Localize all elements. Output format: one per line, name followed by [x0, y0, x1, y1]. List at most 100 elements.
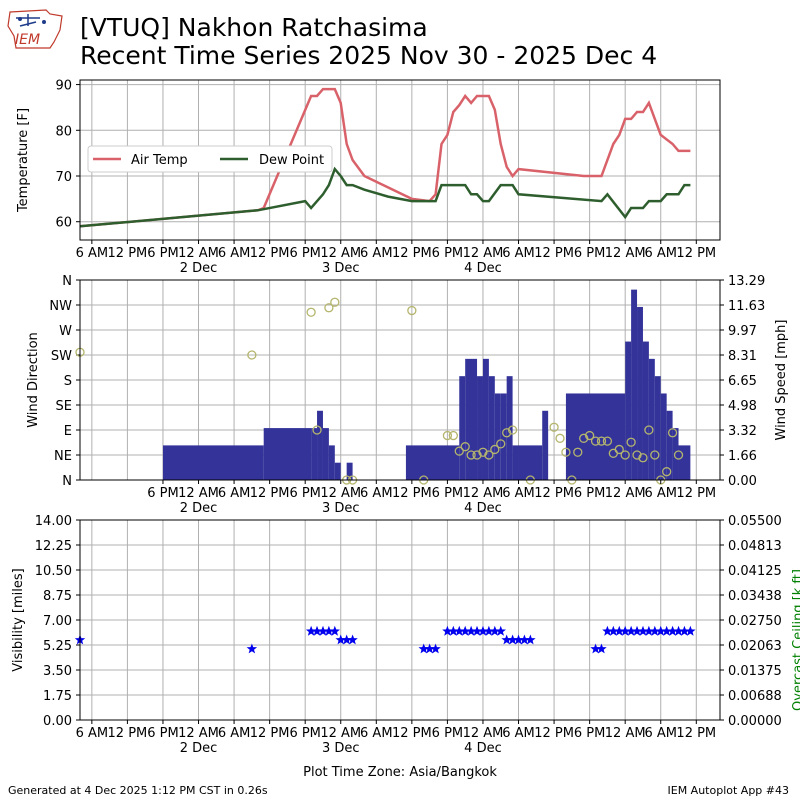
wind-direction-point: [662, 467, 672, 477]
x-tick-label: 6 AM: [218, 486, 251, 501]
visibility-star: [460, 625, 471, 636]
wind-direction-point: [324, 303, 334, 313]
x-date-label: 3 Dec: [322, 261, 360, 276]
wind-direction-tick-label: SE: [56, 399, 72, 414]
visibility-star: [454, 625, 465, 636]
wind-speed-bar: [317, 410, 323, 480]
visibility-star: [442, 625, 453, 636]
x-tick-label: 6 PM: [432, 246, 463, 261]
ceiling-tick-label: 0.03438: [728, 589, 782, 604]
visibility-star: [625, 625, 637, 636]
wind-direction-point: [555, 433, 565, 443]
wind-speed-bar: [672, 428, 679, 480]
visibility-tick-label: 8.75: [43, 589, 72, 604]
x-tick-label: 12 AM: [605, 726, 646, 741]
wind-direction-tick-label: W: [59, 324, 72, 339]
visibility-axis-label: Visibility [miles]: [11, 568, 26, 671]
x-tick-label: 6 AM: [644, 726, 677, 741]
wind-direction-point: [484, 450, 494, 460]
ceiling-tick-label: 0.04813: [728, 539, 782, 554]
x-tick-label: 12 PM: [392, 486, 432, 501]
wind-speed-bar: [518, 445, 543, 480]
visibility-star: [661, 625, 672, 636]
visibility-star: [335, 634, 346, 645]
legend-box: [87, 145, 333, 173]
x-tick-label: 12 PM: [534, 726, 574, 741]
x-tick-label: 6 PM: [147, 246, 178, 261]
wind-direction-point: [478, 447, 488, 457]
x-date-label: 4 Dec: [464, 501, 502, 516]
wind-direction-point: [549, 422, 559, 432]
wind-direction-point: [573, 447, 583, 457]
visibility-star: [448, 625, 459, 636]
ceiling-tick-label: 0.02063: [728, 639, 782, 654]
generated-note: Generated at 4 Dec 2025 1:12 PM CST in 0…: [8, 784, 268, 797]
temperature-legend: Air Temp Dew Point: [87, 145, 333, 173]
x-tick-label: 6 PM: [289, 726, 320, 741]
visibility-star: [614, 625, 625, 636]
x-tick-label: 6 PM: [432, 486, 463, 501]
iem-logo: IEM: [6, 6, 66, 52]
visibility-star: [637, 625, 649, 636]
x-tick-label: 6 AM: [502, 246, 535, 261]
wind-speed-bar: [542, 410, 549, 480]
wind-direction-tick-label: NE: [54, 449, 72, 464]
x-tick-label: 6 AM: [360, 246, 393, 261]
wind-speed-bar: [678, 445, 691, 480]
wind-speed-tick-label: 9.97: [728, 324, 757, 339]
wind-speed-bar: [494, 393, 501, 480]
wind-direction-point: [312, 425, 322, 435]
ceiling-tick-label: 0.00688: [728, 689, 782, 704]
x-tick-label: 12 AM: [463, 246, 504, 261]
x-tick-label: 12 PM: [676, 246, 716, 261]
x-tick-label: 12 PM: [392, 246, 432, 261]
visibility-star: [685, 625, 696, 636]
wind-panel: [79, 279, 721, 481]
wind-direction-tick-label: S: [64, 374, 72, 389]
wind-direction-point: [590, 436, 601, 446]
visibility-star: [418, 643, 429, 654]
wind-direction-point: [247, 350, 257, 360]
wind-direction-point: [620, 450, 630, 460]
wind-direction-point: [632, 450, 642, 460]
x-tick-label: 12 AM: [178, 726, 219, 741]
x-tick-label: 12 AM: [605, 486, 646, 501]
visibility-tick-label: 7.00: [43, 614, 72, 629]
visibility-tick-label: 0.00: [43, 714, 72, 729]
wind-speed-axis-label: Wind Speed [mph]: [774, 320, 789, 441]
wind-direction-tick-label: SW: [51, 349, 72, 364]
visibility-star: [608, 625, 619, 636]
wind-speed-tick-label: 1.66: [728, 449, 757, 464]
visibility-star: [501, 634, 512, 645]
x-tick-label: 6 PM: [574, 486, 605, 501]
visibility-tick-label: 14.00: [35, 514, 72, 529]
visibility-tick-label: 10.50: [35, 564, 72, 579]
visibility-star: [596, 643, 607, 654]
page-title: [VTUQ] Nakhon Ratchasima Recent Time Ser…: [80, 14, 657, 70]
wind-speed-tick-label: 11.63: [728, 299, 765, 314]
visibility-star: [311, 625, 323, 636]
wind-speed-bar: [488, 376, 495, 480]
wind-direction-point: [644, 425, 654, 435]
wind-speed-tick-label: 13.29: [728, 274, 765, 289]
wind-direction-point: [596, 436, 607, 446]
wind-speed-tick-label: 0.00: [728, 474, 757, 489]
wind-speed-bar: [648, 358, 655, 480]
wind-speed-bar: [334, 462, 341, 480]
wind-direction-tick-label: N: [62, 274, 72, 289]
wind-direction-point: [584, 430, 595, 441]
wind-speed-tick-label: 8.31: [728, 349, 757, 364]
title-station: [VTUQ] Nakhon Ratchasima: [80, 13, 428, 42]
visibility-star: [667, 625, 678, 636]
x-tick-label: 6 AM: [360, 726, 393, 741]
visibility-star: [317, 625, 329, 636]
visibility-star: [643, 625, 655, 636]
wind-direction-point: [442, 430, 453, 441]
x-tick-label: 6 PM: [289, 246, 320, 261]
wind-speed-bar: [666, 410, 673, 480]
wind-speed-tick-label: 3.32: [728, 424, 757, 439]
logo-text: IEM: [15, 32, 40, 48]
visibility-star: [655, 625, 666, 636]
ceiling-tick-label: 0.00000: [728, 714, 782, 729]
wind-direction-point: [614, 444, 624, 455]
